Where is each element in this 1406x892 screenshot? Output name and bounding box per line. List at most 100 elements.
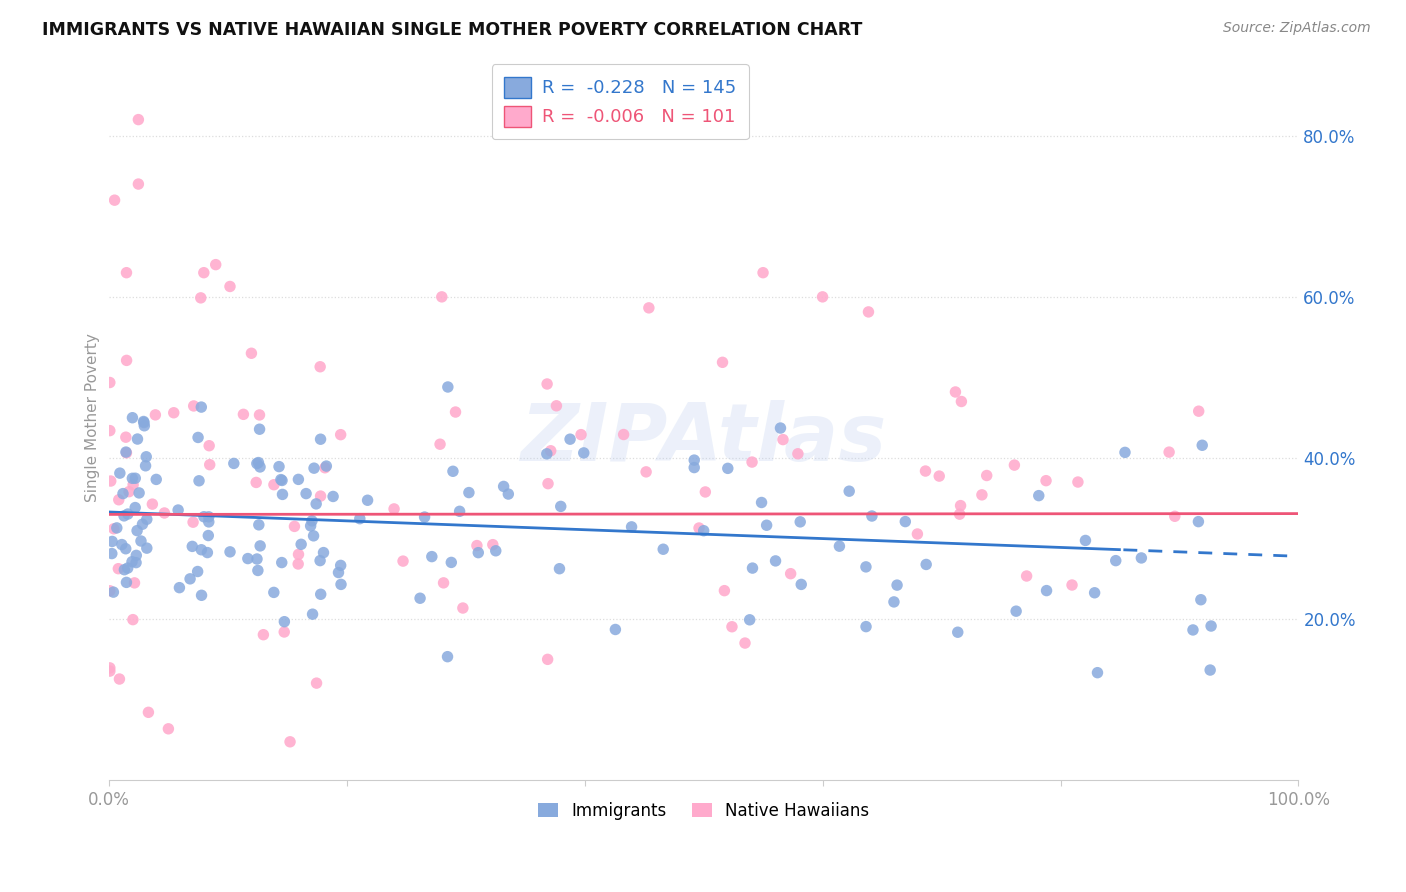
Point bbox=[98, 664, 121, 678]
Point bbox=[299, 519, 322, 533]
Point bbox=[309, 359, 332, 374]
Point bbox=[124, 500, 146, 515]
Point bbox=[98, 661, 121, 675]
Point bbox=[246, 552, 269, 566]
Point bbox=[181, 540, 204, 554]
Point bbox=[135, 450, 157, 464]
Point bbox=[249, 422, 271, 436]
Point bbox=[950, 394, 973, 409]
Point bbox=[118, 484, 141, 499]
Point bbox=[537, 476, 560, 491]
Point bbox=[491, 112, 513, 127]
Point bbox=[103, 193, 125, 207]
Point bbox=[855, 560, 877, 574]
Point bbox=[107, 562, 129, 576]
Point bbox=[188, 474, 211, 488]
Point bbox=[107, 492, 129, 507]
Point bbox=[1130, 550, 1153, 565]
Point bbox=[322, 490, 344, 504]
Point bbox=[309, 587, 332, 601]
Point bbox=[883, 595, 905, 609]
Point bbox=[114, 541, 136, 556]
Point bbox=[219, 545, 242, 559]
Point bbox=[1159, 445, 1181, 459]
Point bbox=[101, 547, 124, 561]
Point bbox=[108, 672, 131, 686]
Point bbox=[246, 457, 269, 471]
Point bbox=[711, 355, 734, 369]
Point bbox=[301, 607, 323, 622]
Point bbox=[122, 613, 145, 627]
Point bbox=[914, 464, 936, 478]
Point bbox=[249, 539, 271, 553]
Point bbox=[769, 421, 792, 435]
Point bbox=[190, 588, 212, 602]
Point bbox=[752, 266, 775, 280]
Point bbox=[287, 472, 309, 486]
Point bbox=[905, 527, 928, 541]
Point bbox=[157, 722, 180, 736]
Point bbox=[278, 735, 301, 749]
Point bbox=[838, 484, 860, 499]
Point bbox=[738, 613, 761, 627]
Point bbox=[115, 575, 138, 590]
Point bbox=[247, 456, 270, 470]
Point bbox=[295, 486, 318, 500]
Point bbox=[111, 538, 134, 552]
Point bbox=[98, 583, 121, 598]
Point bbox=[652, 542, 675, 557]
Text: IMMIGRANTS VS NATIVE HAWAIIAN SINGLE MOTHER POVERTY CORRELATION CHART: IMMIGRANTS VS NATIVE HAWAIIAN SINGLE MOT… bbox=[42, 21, 862, 39]
Point bbox=[550, 500, 572, 514]
Point bbox=[946, 625, 969, 640]
Point bbox=[692, 524, 714, 538]
Point bbox=[491, 112, 513, 127]
Point bbox=[117, 507, 139, 521]
Point bbox=[765, 554, 787, 568]
Point bbox=[755, 518, 778, 533]
Point bbox=[458, 485, 481, 500]
Point bbox=[187, 430, 209, 444]
Point bbox=[263, 585, 285, 599]
Point bbox=[127, 432, 149, 446]
Point bbox=[413, 510, 436, 524]
Point bbox=[315, 459, 337, 474]
Point bbox=[193, 509, 215, 524]
Point bbox=[309, 489, 332, 503]
Point bbox=[249, 408, 271, 422]
Y-axis label: Single Mother Poverty: Single Mother Poverty bbox=[86, 334, 100, 502]
Text: ZIPAtlas: ZIPAtlas bbox=[520, 401, 887, 478]
Point bbox=[197, 545, 219, 559]
Point bbox=[271, 474, 294, 488]
Point bbox=[249, 459, 271, 474]
Point bbox=[356, 493, 378, 508]
Point bbox=[695, 485, 717, 500]
Point bbox=[420, 549, 443, 564]
Point bbox=[915, 558, 938, 572]
Point bbox=[721, 620, 744, 634]
Point bbox=[271, 487, 294, 501]
Point bbox=[1087, 665, 1109, 680]
Point bbox=[98, 424, 121, 438]
Point bbox=[309, 553, 332, 567]
Point bbox=[1035, 583, 1057, 598]
Point bbox=[536, 447, 558, 461]
Point bbox=[101, 534, 124, 549]
Point bbox=[169, 581, 191, 595]
Point bbox=[546, 399, 568, 413]
Point bbox=[122, 477, 145, 491]
Point bbox=[145, 408, 167, 422]
Point bbox=[197, 515, 219, 529]
Point bbox=[638, 301, 661, 315]
Point bbox=[112, 563, 135, 577]
Point bbox=[772, 433, 794, 447]
Point bbox=[1189, 592, 1212, 607]
Point bbox=[287, 557, 309, 571]
Point bbox=[127, 177, 149, 191]
Point bbox=[482, 538, 505, 552]
Point bbox=[444, 405, 467, 419]
Point bbox=[246, 564, 269, 578]
Point bbox=[121, 471, 143, 485]
Point bbox=[409, 591, 432, 606]
Point bbox=[467, 546, 489, 560]
Point bbox=[713, 583, 735, 598]
